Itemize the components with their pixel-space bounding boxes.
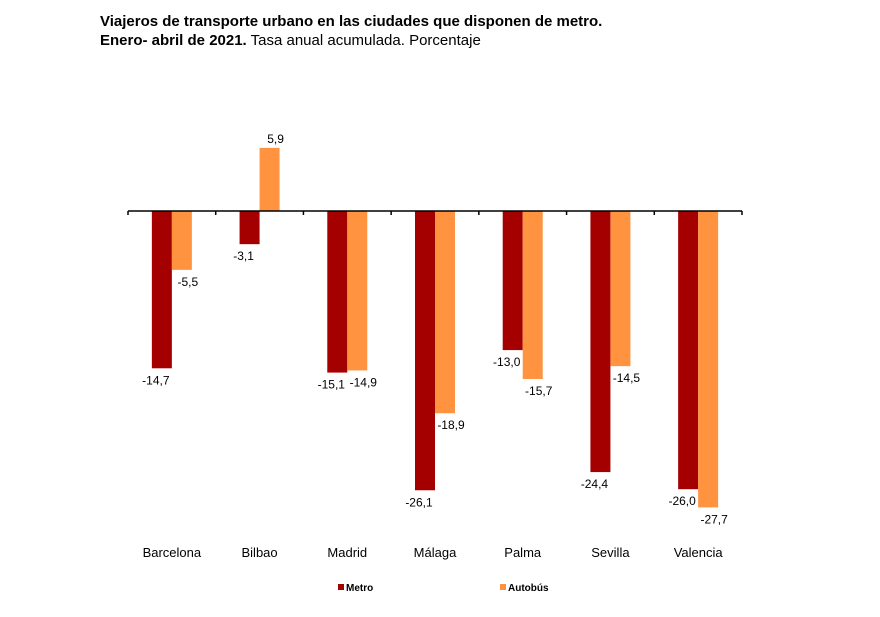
legend-label-metro: Metro (346, 583, 373, 594)
bar-metro-barcelona (151, 211, 172, 369)
category-label: Valencia (674, 545, 724, 560)
data-label: -13,0 (493, 355, 521, 369)
bar-metro-malaga (415, 211, 435, 491)
bar-autobus-palma (522, 211, 543, 379)
bar-autobus-malaga (435, 211, 455, 414)
data-label: -18,9 (437, 418, 465, 432)
data-label: -14,7 (142, 373, 170, 387)
chart-title: Viajeros de transporte urbano en las ciu… (100, 13, 603, 30)
data-label: -26,0 (668, 494, 696, 508)
data-label: 5,9 (267, 132, 284, 146)
category-label: Palma (504, 545, 542, 560)
category-label: Sevilla (591, 545, 630, 560)
bar-autobus-bilbao (259, 147, 280, 211)
chart-title-block: Viajeros de transporte urbano en las ciu… (100, 12, 602, 50)
chart-subtitle-bold: Enero- abril de 2021. (100, 32, 247, 49)
bar-metro-bilbao (239, 211, 260, 245)
chart-subtitle: Tasa anual acumulada. Porcentaje (250, 32, 481, 49)
data-label: -15,1 (318, 378, 346, 392)
bar-autobus-madrid (347, 211, 368, 371)
data-label: -14,9 (350, 375, 378, 389)
legend-swatch-metro (338, 584, 344, 590)
category-label: Madrid (327, 545, 367, 560)
category-label: Barcelona (143, 545, 202, 560)
bar-metro-palma (502, 211, 523, 351)
bar-metro-valencia (678, 211, 699, 490)
category-label: Bilbao (242, 545, 278, 560)
bar-autobus-barcelona (171, 211, 192, 270)
data-label: -27,7 (700, 512, 728, 526)
legend-swatch-autobus (500, 584, 506, 590)
bar-autobus-valencia (698, 211, 719, 508)
data-label: -24,4 (581, 477, 609, 491)
data-label: -5,5 (178, 275, 199, 289)
data-label: -3,1 (233, 249, 254, 263)
bar-metro-madrid (327, 211, 348, 373)
data-label: -26,1 (405, 495, 433, 509)
data-label: -15,7 (525, 384, 553, 398)
legend-label-autobus: Autobús (508, 583, 549, 594)
bar-autobus-sevilla (610, 211, 631, 367)
data-label: -14,5 (613, 371, 641, 385)
bar-metro-sevilla (590, 211, 611, 473)
category-label: Málaga (414, 545, 457, 560)
